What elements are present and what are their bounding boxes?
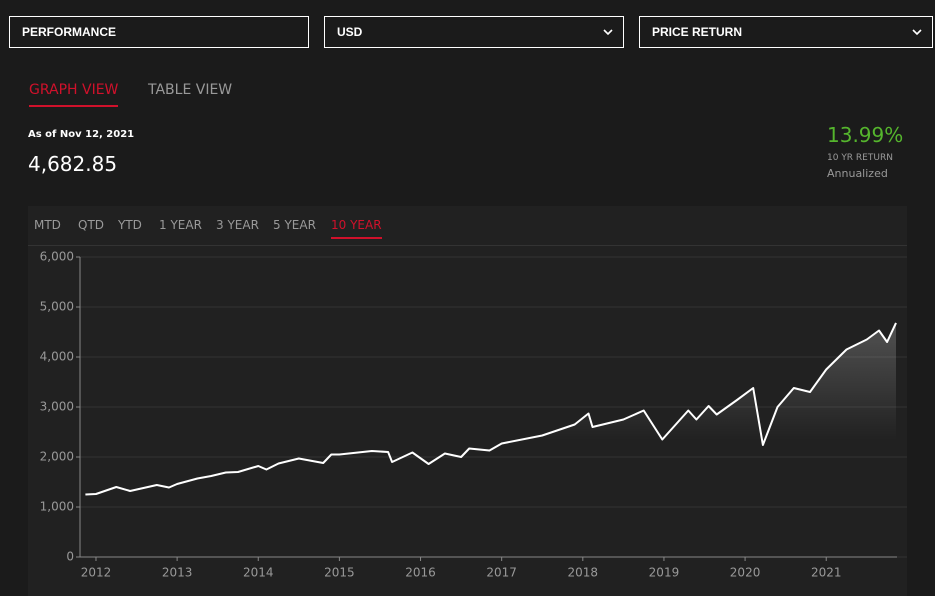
x-tick-label: 2016 bbox=[405, 566, 436, 580]
index-level: 4,682.85 bbox=[28, 152, 118, 176]
x-tick-label: 2013 bbox=[162, 566, 193, 580]
tab-active[interactable]: GRAPH VIEW bbox=[29, 82, 119, 107]
x-tick-label: 2015 bbox=[324, 566, 355, 580]
chart-panel: MTD QTD YTD 1 YEAR 3 YEAR 5 YEAR 10 YEAR… bbox=[28, 206, 907, 596]
return-note: Annualized bbox=[827, 167, 888, 180]
x-tick-label: 2012 bbox=[81, 566, 112, 580]
dropdown-label: USD bbox=[337, 25, 363, 39]
range[interactable]: QTD bbox=[78, 218, 105, 232]
range[interactable]: 1 YEAR bbox=[159, 218, 202, 232]
y-tick-label: 6,000 bbox=[40, 250, 74, 264]
y-tick-label: 0 bbox=[66, 550, 74, 564]
line bbox=[85, 322, 897, 496]
range-active[interactable]: 10 YEAR bbox=[331, 218, 382, 239]
area bbox=[85, 322, 896, 557]
return-label: 10 YR RETURN bbox=[827, 153, 893, 163]
chevron bbox=[603, 29, 613, 36]
dropdown[interactable]: PERFORMANCE bbox=[9, 16, 309, 48]
dropdown[interactable]: PRICE RETURN bbox=[639, 16, 933, 48]
return-value: 13.99% bbox=[827, 123, 904, 147]
x-tick-label: 2021 bbox=[811, 566, 842, 580]
y-tick-label: 4,000 bbox=[40, 350, 74, 364]
x-tick-label: 2018 bbox=[568, 566, 599, 580]
x-tick-label: 2014 bbox=[243, 566, 274, 580]
x-tick-label: 2017 bbox=[486, 566, 517, 580]
range[interactable]: 5 YEAR bbox=[273, 218, 316, 232]
separator bbox=[28, 245, 907, 246]
y-tick-label: 5,000 bbox=[40, 300, 74, 314]
range[interactable]: 3 YEAR bbox=[216, 218, 259, 232]
x-tick-label: 2019 bbox=[649, 566, 680, 580]
chart: 0 1,000 2,000 3,000 4,000 5,000 6,000 2012 2013 2… bbox=[40, 250, 907, 580]
dropdown-label: PERFORMANCE bbox=[22, 25, 117, 39]
chevron bbox=[912, 29, 922, 36]
range[interactable]: MTD bbox=[34, 218, 61, 232]
tab[interactable]: TABLE VIEW bbox=[148, 82, 233, 98]
range[interactable]: YTD bbox=[118, 218, 142, 232]
x-tick-label: 2020 bbox=[730, 566, 761, 580]
dropdown[interactable]: USD bbox=[324, 16, 624, 48]
as-of: As of Nov 12, 2021 bbox=[28, 129, 135, 140]
y-tick-label: 1,000 bbox=[40, 500, 74, 514]
y-tick-label: 3,000 bbox=[40, 400, 74, 414]
dropdown-label: PRICE RETURN bbox=[652, 25, 743, 39]
y-tick-label: 2,000 bbox=[40, 450, 74, 464]
